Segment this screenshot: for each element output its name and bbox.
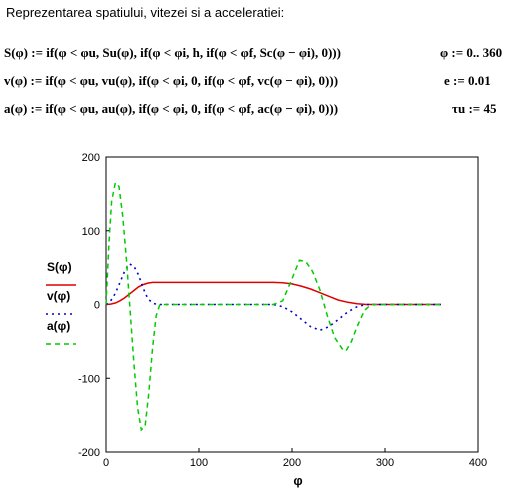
page-title: Reprezentarea spatiului, vitezei si a ac… bbox=[6, 5, 285, 20]
y-tick-label: -100 bbox=[78, 373, 100, 385]
x-tick-label: 300 bbox=[376, 457, 394, 469]
x-tick-label: 200 bbox=[283, 457, 301, 469]
y-tick-label: 100 bbox=[82, 226, 100, 238]
legend-label: S(φ) bbox=[47, 260, 72, 274]
legend-label: v(φ) bbox=[47, 289, 70, 303]
equation-a: a(φ) := if(φ < φu, au(φ), if(φ < φi, 0, … bbox=[4, 101, 339, 116]
y-tick-label: 0 bbox=[94, 300, 100, 312]
equation-s: S(φ) := if(φ < φu, Su(φ), if(φ < φi, h, … bbox=[4, 45, 341, 60]
legend: S(φ) v(φ) a(φ) bbox=[46, 260, 76, 345]
x-tick-label: 100 bbox=[190, 457, 208, 469]
series-line bbox=[105, 181, 441, 432]
legend-label: a(φ) bbox=[47, 319, 70, 333]
x-axis-label: φ bbox=[293, 473, 302, 488]
definition-e: e := 0.01 bbox=[444, 73, 491, 88]
y-tick-label: 200 bbox=[82, 152, 100, 164]
series-lines bbox=[105, 181, 441, 432]
y-tick-label: -200 bbox=[78, 447, 100, 459]
x-tick-label: 400 bbox=[469, 457, 487, 469]
definition-tau: τu := 45 bbox=[452, 101, 497, 116]
definition-phi: φ := 0.. 360 bbox=[440, 45, 503, 60]
equation-v: v(φ) := if(φ < φu, vu(φ), if(φ < φi, 0, … bbox=[4, 73, 339, 88]
series-line bbox=[105, 281, 441, 306]
series-line bbox=[105, 262, 441, 332]
x-tick-label: 0 bbox=[103, 457, 109, 469]
